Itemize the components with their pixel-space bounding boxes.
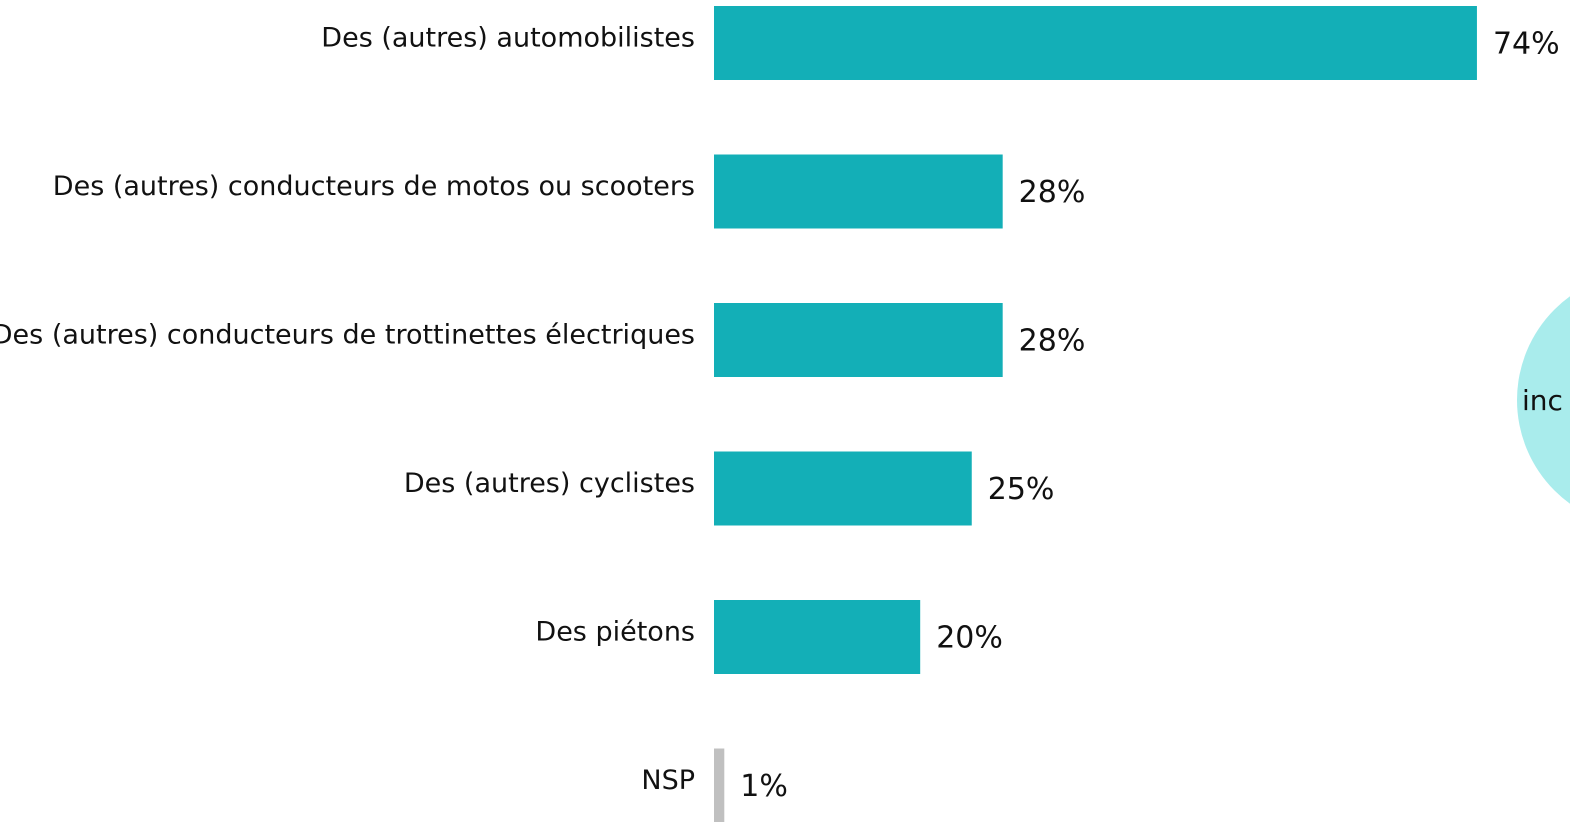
bar	[714, 303, 1003, 377]
annotation: inc	[1522, 384, 1563, 417]
category-label: Des (autres) conducteurs de motos ou sco…	[53, 171, 695, 202]
value-label: 25%	[988, 472, 1055, 507]
value-label: 20%	[936, 621, 1003, 656]
bar	[714, 451, 972, 526]
value-label: 28%	[1019, 324, 1086, 359]
value-label: 74%	[1493, 27, 1560, 62]
category-label: NSP	[641, 765, 695, 796]
bar	[714, 154, 1003, 229]
bar	[714, 748, 725, 822]
bar	[714, 6, 1477, 80]
value-label: 1%	[740, 769, 788, 804]
bar	[714, 600, 921, 674]
category-label: Des (autres) cyclistes	[404, 468, 695, 499]
decorative-circle	[1517, 296, 1570, 504]
value-label: 28%	[1019, 175, 1086, 210]
category-label: Des piétons	[535, 617, 695, 648]
category-label: Des (autres) conducteurs de trottinettes…	[0, 320, 695, 351]
category-label: Des (autres) automobilistes	[321, 23, 695, 54]
